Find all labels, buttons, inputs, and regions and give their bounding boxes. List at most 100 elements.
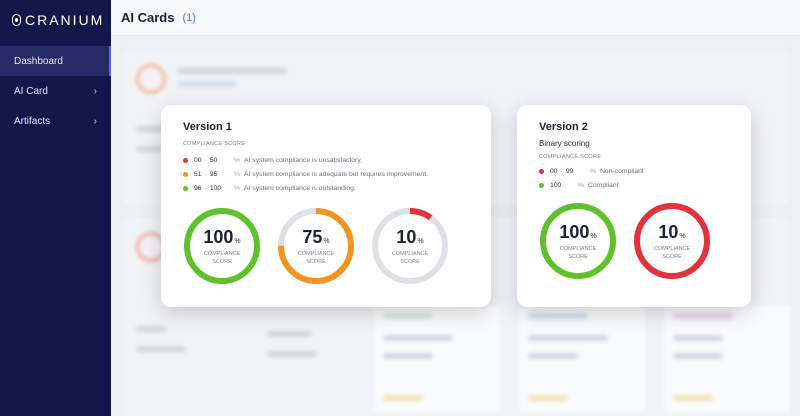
gauge-caption: COMPLIANCE SCORE (297, 250, 335, 265)
legend-row: 00 - 99 % Non-compliant (539, 164, 729, 178)
version-2-card: Version 2 Binary scoring COMPLIANCE SCOR… (517, 105, 751, 307)
sidebar-item-artifacts[interactable]: Artifacts › (0, 106, 111, 136)
gauge-unit: % (323, 237, 330, 245)
legend-text: AI system compliance is outstanding. (244, 184, 356, 192)
red-dot-icon (183, 157, 188, 163)
logo-text: CRANIUM (25, 12, 105, 28)
range-max: 95 (209, 170, 218, 178)
range: 96 - 100 (194, 185, 234, 192)
background-line (136, 326, 166, 332)
sidebar: CRANIUM Dashboard AI Card › Artifacts › (0, 0, 111, 416)
background-line (383, 335, 453, 341)
range-max: 50 (209, 156, 218, 164)
gauge-row: 100% COMPLIANCE SCORE 75% COMPLIANCE SCO… (183, 207, 469, 285)
background-line (528, 313, 588, 319)
background-line (673, 313, 733, 319)
card-count-badge: (1) (182, 11, 196, 24)
legend-text: Compliant (588, 181, 619, 189)
sidebar-item-label: Dashboard (14, 55, 63, 67)
background-line (673, 395, 713, 401)
page-title: AI Cards (121, 10, 175, 25)
range-min: 100 (550, 181, 562, 189)
gauge-caption: COMPLIANCE SCORE (559, 245, 597, 260)
background-gauge (136, 64, 166, 94)
gauge-value: 10 (658, 221, 679, 242)
legend-row: 96 - 100 % AI system compliance is outst… (183, 181, 469, 195)
sidebar-item-label: AI Card (14, 85, 48, 97)
percent-sign: % (234, 156, 241, 164)
app-logo[interactable]: CRANIUM (0, 0, 111, 40)
compliance-gauge: 75% COMPLIANCE SCORE (277, 207, 355, 285)
cranium-logo-icon (12, 14, 21, 26)
sidebar-item-ai-card[interactable]: AI Card › (0, 76, 111, 106)
range-min: 96 (194, 184, 202, 192)
gauge-caption: COMPLIANCE SCORE (653, 245, 691, 260)
background-line (528, 395, 568, 401)
card-subtitle: Binary scoring (539, 139, 590, 148)
gauge-row: 100% COMPLIANCE SCORE 10% COMPLIANCE SCO… (539, 202, 729, 280)
legend-row: 100 % Compliant (539, 178, 729, 192)
background-line (267, 351, 317, 357)
compliance-score-label: COMPLIANCE SCORE (183, 141, 246, 147)
compliance-score-label: COMPLIANCE SCORE (539, 154, 602, 160)
gauge-value: 100 (203, 226, 234, 247)
range-sep: - (204, 170, 207, 178)
chevron-right-icon: › (93, 85, 97, 97)
green-dot-icon (539, 182, 544, 188)
sidebar-item-label: Artifacts (14, 115, 51, 127)
gauge-caption: COMPLIANCE SCORE (203, 250, 241, 265)
gauge-value: 10 (396, 226, 417, 247)
background-line (136, 126, 166, 132)
red-dot-icon (539, 168, 544, 174)
sidebar-item-dashboard[interactable]: Dashboard (0, 46, 111, 76)
background-line (136, 146, 166, 152)
legend-row: 00 - 50 % AI system compliance is unsati… (183, 153, 469, 167)
percent-sign: % (234, 184, 241, 192)
range: 100 (550, 182, 578, 189)
gauge-unit: % (679, 232, 686, 240)
background-line (528, 353, 578, 359)
background-card (517, 304, 647, 414)
range-min: 51 (194, 170, 202, 178)
background-line (673, 335, 723, 341)
compliance-gauge: 10% COMPLIANCE SCORE (371, 207, 449, 285)
range: 51 - 95 (194, 171, 234, 178)
gauge-unit: % (234, 237, 241, 245)
compliance-gauge: 100% COMPLIANCE SCORE (539, 202, 617, 280)
background-line (177, 68, 287, 74)
background-line (136, 346, 186, 352)
background-line (673, 353, 723, 359)
version-1-card: Version 1 COMPLIANCE SCORE 00 - 50 % AI … (161, 105, 491, 307)
range: 00 - 99 (550, 168, 590, 175)
background-line (383, 395, 423, 401)
gauge-unit: % (590, 232, 597, 240)
percent-sign: % (234, 170, 241, 178)
range-min: 00 (194, 156, 202, 164)
range-sep: - (204, 156, 207, 164)
card-title: Version 2 (539, 121, 588, 133)
compliance-gauge: 100% COMPLIANCE SCORE (183, 207, 261, 285)
card-title: Version 1 (183, 121, 232, 133)
gauge-caption: COMPLIANCE SCORE (391, 250, 429, 265)
legend-text: Non-compliant (600, 167, 644, 175)
page-header: AI Cards (1) (111, 0, 800, 36)
gauge-value: 75 (302, 226, 323, 247)
score-legend: 00 - 99 % Non-compliant 100 % Compliant (539, 164, 729, 192)
legend-text: AI system compliance is adequate but req… (244, 170, 428, 178)
green-dot-icon (183, 185, 188, 191)
chevron-right-icon: › (93, 115, 97, 127)
background-line (267, 331, 312, 337)
background-line (383, 353, 433, 359)
legend-text: AI system compliance is unsatisfactory. (244, 156, 363, 164)
compliance-gauge: 10% COMPLIANCE SCORE (633, 202, 711, 280)
blurred-background (111, 37, 800, 416)
legend-row: 51 - 95 % AI system compliance is adequa… (183, 167, 469, 181)
background-line (383, 313, 433, 319)
range-sep: - (204, 184, 207, 192)
orange-dot-icon (183, 171, 188, 177)
percent-sign: % (578, 181, 585, 189)
percent-sign: % (590, 167, 597, 175)
range-max: 100 (209, 184, 222, 192)
background-line (177, 81, 237, 87)
range: 00 - 50 (194, 157, 234, 164)
